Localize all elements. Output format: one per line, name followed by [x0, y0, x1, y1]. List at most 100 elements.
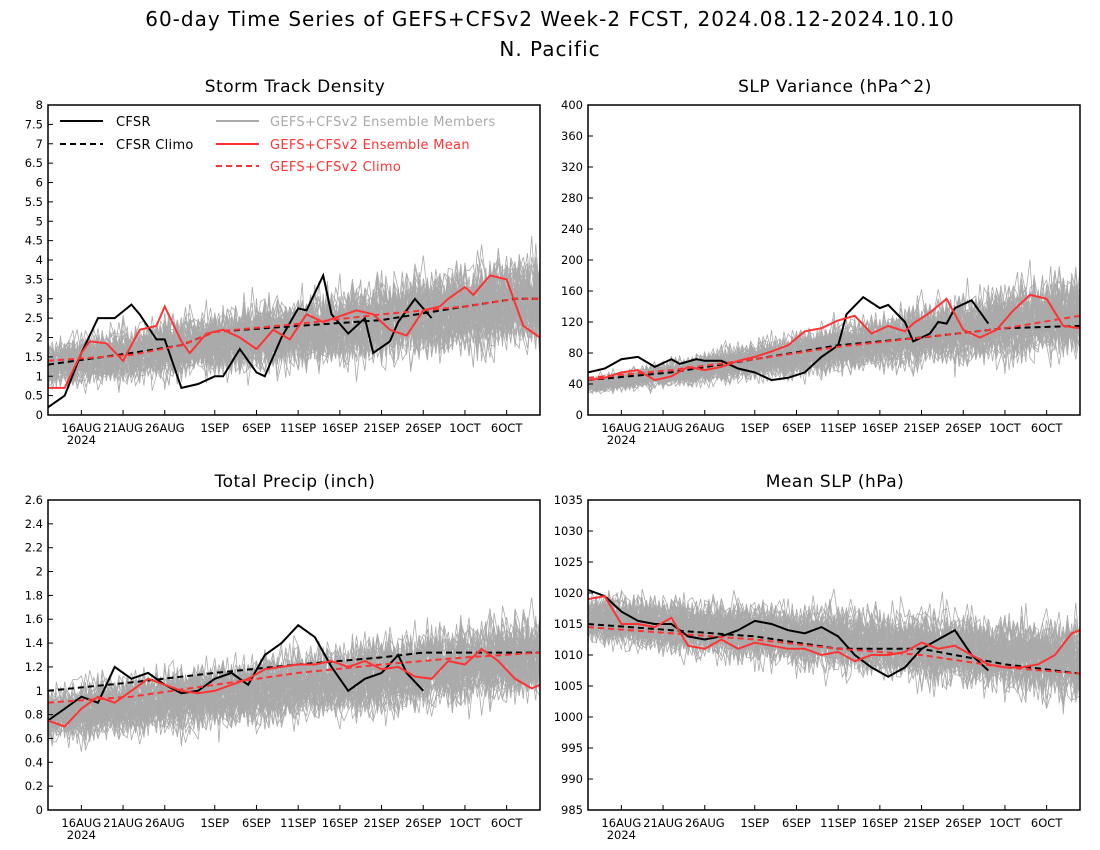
y-tick-label: 2.4 — [25, 517, 43, 531]
y-tick-label: 6.5 — [25, 156, 43, 170]
y-tick-label: 40 — [568, 377, 583, 391]
x-tick-label: 1OCT — [449, 421, 481, 435]
x-year-label: 2024 — [607, 828, 636, 842]
y-tick-label: 5.5 — [25, 195, 43, 209]
x-tick-label: 6OCT — [491, 421, 523, 435]
series-cfsr — [48, 272, 433, 409]
y-tick-label: 320 — [561, 160, 583, 174]
legend-label-cfsr: CFSR — [116, 115, 151, 130]
y-tick-label: 2 — [36, 331, 43, 345]
x-tick-label: 26SEP — [945, 816, 981, 830]
x-tick-label: 21AUG — [643, 816, 683, 830]
ensemble-members — [588, 588, 1080, 715]
x-year-label: 2024 — [67, 433, 96, 447]
ensemble-member-line — [48, 642, 540, 743]
series-cfsr-climo — [588, 324, 1080, 382]
ensemble-member-line — [588, 285, 1080, 393]
x-tick-label: 6SEP — [782, 816, 811, 830]
series-cfsr-climo — [48, 651, 540, 692]
y-tick-label: 1.4 — [25, 636, 43, 650]
y-tick-label: 1.6 — [25, 612, 43, 626]
x-tick-label: 11SEP — [820, 421, 856, 435]
x-year-label: 2024 — [607, 433, 636, 447]
x-tick-label: 26AUG — [145, 421, 185, 435]
y-tick-label: 1020 — [554, 586, 583, 600]
x-tick-label: 21SEP — [903, 421, 939, 435]
y-tick-label: 0 — [36, 803, 43, 817]
ensemble-member-line — [588, 597, 1080, 694]
x-tick-label: 1SEP — [740, 421, 769, 435]
series-ens-mean — [588, 594, 1080, 669]
series-ens-climo — [48, 651, 540, 704]
panel-title: Mean SLP (hPa) — [766, 472, 905, 492]
y-tick-label: 1.8 — [25, 588, 43, 602]
x-tick-label: 21SEP — [903, 816, 939, 830]
panel-mean-slp: Mean SLP (hPa) 985 990 995 1000 1005 1010 1015… — [554, 472, 1081, 842]
legend: CFSR CFSR Climo GEFS+CFSv2 Ensemble Memb… — [54, 108, 532, 180]
y-tick-label: 1000 — [554, 710, 583, 724]
y-tick-label: 0 — [36, 408, 43, 422]
x-tick-label: 1SEP — [200, 816, 229, 830]
ensemble-member-line — [48, 282, 540, 377]
x-tick-label: 16SEP — [862, 421, 898, 435]
y-tick-label: 2 — [36, 565, 43, 579]
y-tick-label: 1.2 — [25, 660, 43, 674]
y-tick-label: 360 — [561, 129, 583, 143]
legend-label-members: GEFS+CFSv2 Ensemble Members — [270, 115, 496, 130]
x-tick-label: 21AUG — [103, 421, 143, 435]
x-tick-label: 21AUG — [643, 421, 683, 435]
panel-title: Storm Track Density — [205, 77, 386, 97]
x-tick-label: 6SEP — [242, 421, 271, 435]
y-tick-label: 240 — [561, 222, 583, 236]
y-tick-label: 4 — [36, 253, 43, 267]
y-tick-label: 7.5 — [25, 117, 43, 131]
y-tick-label: 1 — [36, 684, 43, 698]
x-tick-label: 26SEP — [405, 816, 441, 830]
x-tick-label: 16SEP — [322, 421, 358, 435]
series-ens-climo — [588, 314, 1080, 379]
x-tick-label: 1SEP — [740, 816, 769, 830]
ensemble-member-line — [48, 639, 540, 739]
panel-slp-variance: SLP Variance (hPa^2) 0 40 80 120 160 200 240 28… — [561, 77, 1081, 447]
ensemble-member-line — [588, 281, 1080, 393]
series-ens-mean — [48, 647, 540, 728]
x-tick-label: 21SEP — [363, 816, 399, 830]
y-tick-label: 120 — [561, 315, 583, 329]
y-tick-label: 3.5 — [25, 272, 43, 286]
ensemble-member-line — [48, 632, 540, 736]
legend-label-ens-mean: GEFS+CFSv2 Ensemble Mean — [270, 138, 470, 153]
y-tick-label: 1 — [36, 369, 43, 383]
x-tick-label: 1OCT — [989, 421, 1021, 435]
x-tick-label: 6OCT — [491, 816, 523, 830]
panel-title: SLP Variance (hPa^2) — [738, 77, 932, 97]
y-tick-label: 5 — [36, 214, 43, 228]
y-tick-label: 0.4 — [25, 755, 43, 769]
y-tick-label: 1.5 — [25, 350, 43, 364]
x-tick-label: 16AUG — [61, 816, 101, 830]
y-tick-label: 3 — [36, 292, 43, 306]
y-tick-label: 0.5 — [25, 389, 43, 403]
x-tick-label: 26SEP — [945, 421, 981, 435]
plot-frame — [47, 499, 541, 811]
x-tick-label: 11SEP — [280, 816, 316, 830]
x-tick-label: 26AUG — [145, 816, 185, 830]
ensemble-member-line — [48, 634, 540, 742]
y-tick-label: 1035 — [554, 493, 583, 507]
x-tick-label: 1SEP — [200, 421, 229, 435]
series-ens-mean — [48, 274, 540, 389]
panel-storm-track-density: Storm Track Density 0 0.5 1 1.5 2 2.5 3 3.5 4 4.5… — [25, 77, 541, 447]
y-tick-label: 1005 — [554, 679, 583, 693]
y-tick-label: 7 — [36, 137, 43, 151]
y-tick-label: 0.6 — [25, 731, 43, 745]
x-tick-label: 6OCT — [1031, 421, 1063, 435]
y-tick-label: 990 — [561, 772, 583, 786]
ensemble-members — [48, 597, 540, 752]
y-tick-label: 4.5 — [25, 234, 43, 248]
x-tick-label: 1OCT — [449, 816, 481, 830]
y-tick-label: 1015 — [554, 617, 583, 631]
ensemble-member-line — [48, 619, 540, 729]
y-tick-label: 8 — [36, 98, 43, 112]
y-tick-label: 1010 — [554, 648, 583, 662]
y-tick-label: 400 — [561, 98, 583, 112]
